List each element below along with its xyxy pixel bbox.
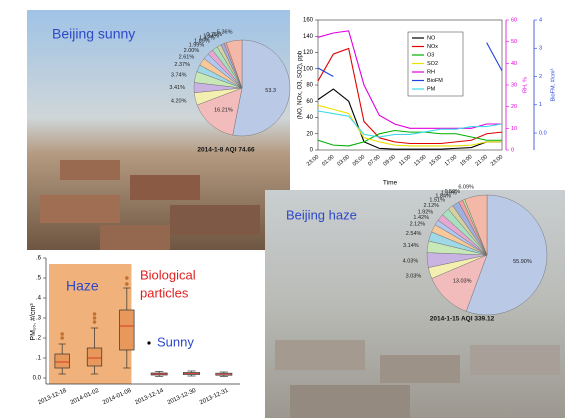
slice-label: 6.09%	[458, 185, 474, 191]
slice-label: 5.36%	[217, 29, 233, 35]
y2-tick-label: 20	[511, 104, 517, 110]
legend-label: PM	[427, 86, 436, 92]
y2-tick-label: 40	[511, 61, 517, 67]
slice-label: 2.61%	[179, 54, 195, 60]
y2-tick-label: 60	[511, 17, 517, 23]
legend-label: NO	[427, 35, 436, 41]
y2-tick-label: 10	[511, 126, 517, 132]
slice-label: 3.41%	[169, 85, 185, 91]
y-tick-label: .5	[36, 276, 42, 282]
sunny-marker	[147, 341, 150, 344]
legend-label: BioFM	[427, 78, 443, 84]
photo-label: Beijing haze	[286, 207, 357, 222]
y-tick-label: .6	[36, 256, 42, 262]
y-tick-label: 140	[303, 34, 314, 40]
y2-tick-label: 0	[511, 147, 514, 153]
y3-tick-label: 2	[539, 74, 542, 80]
legend-label: NOx	[427, 44, 438, 50]
y3-tick-label: 1	[539, 102, 542, 108]
box	[120, 310, 135, 350]
flier	[60, 336, 64, 340]
slice-label: 3.74%	[171, 72, 187, 78]
legend-label: SO2	[427, 61, 438, 67]
slice-label: 4.20%	[171, 98, 187, 104]
y2-tick-label: 50	[511, 39, 517, 45]
legend-label: O3	[427, 52, 434, 58]
slice-label: 4.03%	[403, 258, 419, 264]
y-tick-label: .4	[36, 296, 42, 302]
y-tick-label: 20	[306, 131, 313, 137]
y-axis-label: (NO, NOx, O3, SO2), ppb	[298, 50, 304, 119]
y2-axis-label: RH, %	[522, 77, 528, 93]
box	[87, 348, 102, 366]
slice-label: 55.90%	[513, 259, 532, 265]
slice-label: 2.12%	[410, 222, 426, 228]
y-tick-label: 100	[303, 66, 314, 72]
slice-label: 1.42%	[413, 215, 429, 221]
y-axis-label: PM₁₀, #/cm³	[30, 303, 37, 341]
flier	[93, 320, 97, 324]
flier	[125, 282, 129, 286]
annotation: particles	[140, 285, 189, 300]
y-tick-label: .1	[36, 356, 42, 362]
y3-axis-label: BioFM, #/cm³	[550, 68, 556, 101]
y-tick-label: 80	[306, 83, 313, 89]
figure: Beijing sunny Beijing haze 53.3 16.21% 4.2…	[0, 0, 565, 418]
annotation: Sunny	[157, 334, 194, 349]
y-tick-label: 120	[303, 50, 314, 56]
flier	[93, 312, 97, 316]
photo-label: Beijing sunny	[52, 26, 135, 42]
flier	[125, 276, 129, 280]
y3-tick-label: 3	[539, 46, 542, 52]
legend-label: RH	[427, 69, 435, 75]
y3-tick-label: 0.0	[539, 130, 547, 136]
slice-label: 2.12%	[423, 203, 439, 209]
slice-label: 1.92%	[418, 209, 434, 215]
slice-label: 3.03%	[406, 273, 422, 279]
annotation: Haze	[66, 278, 99, 294]
slice-label: 2.37%	[174, 62, 190, 68]
flier	[93, 316, 97, 320]
slice-label: 53.3	[265, 88, 276, 94]
box	[55, 354, 70, 368]
slice-label: 2.54%	[406, 231, 422, 237]
y-tick-label: 0.0	[33, 376, 42, 382]
pie-caption: 2014-1-15 AQI 339.12	[430, 316, 495, 323]
x-axis-label: Time	[383, 180, 398, 187]
pie-caption: 2014-1-8 AQI 74.66	[197, 147, 255, 154]
flier	[60, 332, 64, 336]
slice-label: 13.03%	[453, 279, 472, 285]
slice-label: 16.21%	[214, 107, 233, 113]
y-tick-label: 40	[306, 115, 313, 121]
y2-tick-label: 30	[511, 82, 517, 88]
slice-label: 3.14%	[403, 243, 419, 249]
annotation: Biological	[140, 267, 196, 282]
y-tick-label: 60	[306, 99, 313, 105]
y3-tick-label: 4	[539, 17, 542, 23]
y-tick-label: 160	[303, 18, 314, 24]
